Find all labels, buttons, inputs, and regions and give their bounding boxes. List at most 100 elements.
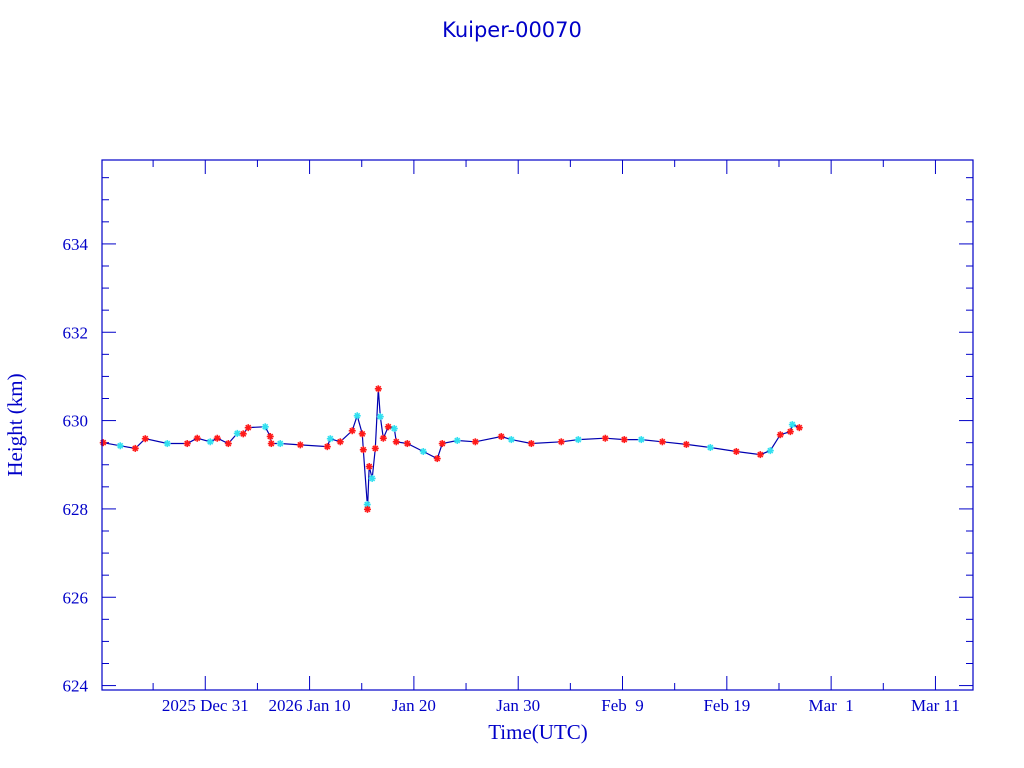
data-point xyxy=(574,436,582,444)
asterisk-stroke xyxy=(354,412,361,419)
asterisk-stroke xyxy=(375,385,382,392)
asterisk-stroke xyxy=(498,433,505,440)
data-point xyxy=(99,439,107,447)
x-axis-label: Time(UTC) xyxy=(488,720,588,744)
asterisk-stroke xyxy=(327,435,334,442)
data-point xyxy=(620,436,628,444)
asterisk-stroke xyxy=(240,430,247,437)
asterisk-stroke xyxy=(297,441,304,448)
height-line xyxy=(103,388,800,510)
asterisk-stroke xyxy=(234,430,241,437)
asterisk-stroke xyxy=(777,431,784,438)
data-point xyxy=(374,385,382,393)
asterisk-stroke xyxy=(364,506,371,513)
asterisk-stroke xyxy=(508,436,515,443)
asterisk-stroke xyxy=(789,421,796,428)
asterisk-stroke xyxy=(262,423,269,430)
data-point xyxy=(376,413,384,421)
data-point xyxy=(358,430,366,438)
data-point xyxy=(756,451,764,459)
asterisk-stroke xyxy=(164,440,171,447)
data-point xyxy=(363,505,371,513)
data-point xyxy=(239,430,247,438)
x-tick-label: Jan 20 xyxy=(392,696,436,715)
asterisk-stroke xyxy=(707,444,714,451)
y-tick-label: 624 xyxy=(63,677,89,696)
data-point xyxy=(336,438,344,446)
data-point xyxy=(224,440,232,448)
data-point xyxy=(788,421,796,429)
data-point xyxy=(368,474,376,482)
y-tick-label: 632 xyxy=(63,323,89,342)
asterisk-stroke xyxy=(184,440,191,447)
data-point xyxy=(116,442,124,450)
asterisk-stroke xyxy=(439,440,446,447)
data-point xyxy=(379,434,387,442)
asterisk-stroke xyxy=(434,455,441,462)
asterisk-stroke xyxy=(268,440,275,447)
data-point xyxy=(497,432,505,440)
asterisk-stroke xyxy=(207,438,214,445)
data-point xyxy=(365,463,373,471)
asterisk-stroke xyxy=(602,435,609,442)
y-tick-label: 630 xyxy=(63,412,89,431)
asterisk-stroke xyxy=(454,437,461,444)
data-point xyxy=(471,438,479,446)
x-tick-label: Jan 30 xyxy=(496,696,540,715)
data-point xyxy=(390,425,398,433)
asterisk-stroke xyxy=(385,423,392,430)
x-tick-label: Feb 19 xyxy=(703,696,750,715)
data-point xyxy=(682,440,690,448)
data-point xyxy=(276,440,284,448)
asterisk-stroke xyxy=(245,424,252,431)
data-point xyxy=(433,455,441,463)
asterisk-stroke xyxy=(372,445,379,452)
y-axis-label: Height (km) xyxy=(3,373,27,476)
data-point xyxy=(392,438,400,446)
asterisk-stroke xyxy=(214,435,221,442)
asterisk-stroke xyxy=(757,451,764,458)
x-tick-label: Mar 11 xyxy=(911,696,960,715)
plot-frame xyxy=(101,159,974,691)
data-point xyxy=(359,446,367,454)
asterisk-stroke xyxy=(324,443,331,450)
asterisk-stroke xyxy=(377,413,384,420)
data-point xyxy=(233,429,241,437)
asterisk-stroke xyxy=(225,440,232,447)
data-point xyxy=(193,434,201,442)
data-point xyxy=(795,424,803,432)
asterisk-stroke xyxy=(733,448,740,455)
data-point xyxy=(348,427,356,435)
asterisk-stroke xyxy=(393,438,400,445)
asterisk-stroke xyxy=(132,445,139,452)
asterisk-stroke xyxy=(767,447,774,454)
asterisk-stroke xyxy=(142,435,149,442)
data-point xyxy=(453,436,461,444)
asterisk-stroke xyxy=(787,428,794,435)
asterisk-stroke xyxy=(369,475,376,482)
x-tick-label: Mar 1 xyxy=(808,696,853,715)
asterisk-stroke xyxy=(337,438,344,445)
axis-ticks xyxy=(102,160,973,690)
data-point xyxy=(163,440,171,448)
asterisk-stroke xyxy=(366,463,373,470)
asterisk-stroke xyxy=(404,440,411,447)
data-point xyxy=(766,447,774,455)
asterisk-stroke xyxy=(194,435,201,442)
data-point xyxy=(601,434,609,442)
asterisk-stroke xyxy=(349,427,356,434)
data-point xyxy=(323,443,331,451)
asterisk-stroke xyxy=(267,433,274,440)
data-point xyxy=(141,435,149,443)
data-point xyxy=(706,444,714,452)
data-point xyxy=(296,441,304,449)
asterisk-stroke xyxy=(380,435,387,442)
asterisk-stroke xyxy=(659,438,666,445)
asterisk-stroke xyxy=(277,440,284,447)
data-point xyxy=(557,438,565,446)
data-point xyxy=(658,438,666,446)
asterisk-stroke xyxy=(638,436,645,443)
data-point xyxy=(786,428,794,436)
asterisk-stroke xyxy=(360,446,367,453)
